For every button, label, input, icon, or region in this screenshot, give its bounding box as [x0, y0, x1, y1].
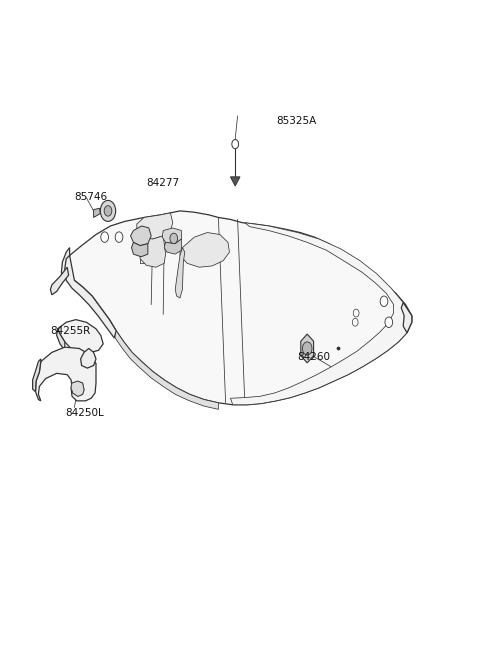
Polygon shape: [36, 347, 96, 401]
Polygon shape: [114, 331, 218, 409]
Text: 84250L: 84250L: [65, 407, 104, 418]
Polygon shape: [67, 211, 412, 405]
Circle shape: [353, 309, 359, 317]
Polygon shape: [65, 255, 116, 338]
Text: 85325A: 85325A: [276, 116, 316, 126]
Polygon shape: [401, 303, 412, 333]
Polygon shape: [180, 233, 229, 267]
Text: 84277: 84277: [146, 178, 180, 189]
Polygon shape: [139, 236, 166, 267]
Polygon shape: [132, 242, 148, 257]
Text: 84260: 84260: [298, 352, 331, 362]
Polygon shape: [57, 329, 65, 350]
Circle shape: [170, 233, 178, 244]
Polygon shape: [137, 213, 173, 239]
Circle shape: [232, 140, 239, 149]
Text: 85746: 85746: [74, 191, 108, 202]
Circle shape: [385, 317, 393, 328]
Polygon shape: [131, 226, 151, 246]
Circle shape: [101, 232, 108, 242]
Polygon shape: [33, 359, 41, 392]
Polygon shape: [230, 177, 240, 186]
Polygon shape: [71, 381, 84, 396]
Circle shape: [380, 296, 388, 307]
Circle shape: [302, 342, 312, 355]
Text: 84255R: 84255R: [50, 326, 91, 336]
Circle shape: [352, 318, 358, 326]
Circle shape: [100, 200, 116, 221]
Polygon shape: [94, 208, 100, 217]
Circle shape: [115, 232, 123, 242]
Polygon shape: [58, 320, 103, 352]
Polygon shape: [50, 267, 69, 295]
Polygon shape: [61, 248, 70, 280]
Polygon shape: [164, 239, 181, 254]
Circle shape: [104, 206, 112, 216]
Polygon shape: [81, 348, 96, 368]
Polygon shape: [301, 334, 313, 363]
Polygon shape: [175, 248, 185, 298]
Polygon shape: [162, 228, 181, 244]
Polygon shape: [230, 223, 410, 405]
